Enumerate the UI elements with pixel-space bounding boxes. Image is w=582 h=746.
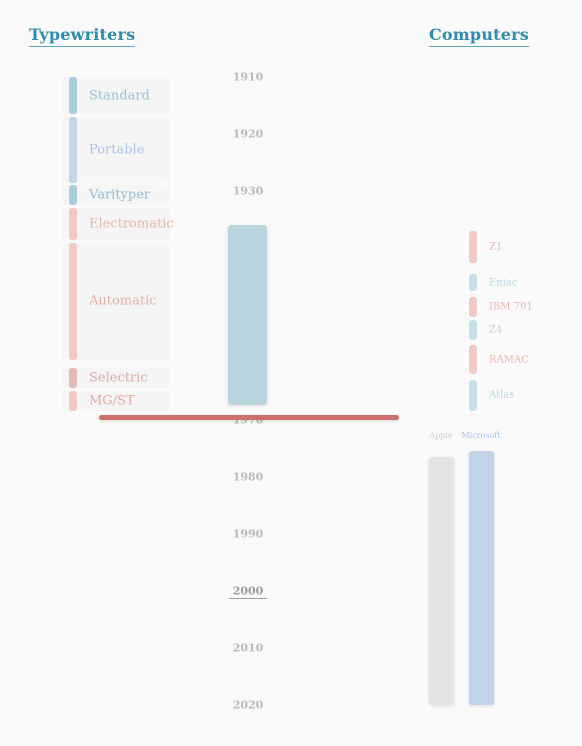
typewriter-bar-automatic[interactable] (69, 242, 77, 360)
computer-label-atlas[interactable]: Atlas (489, 389, 515, 401)
current-year-underline (229, 597, 267, 599)
computer-bar-ibm-701[interactable] (469, 296, 477, 317)
typewriters-heading[interactable]: Typewriters (29, 25, 136, 47)
company-bar-microsoft[interactable] (469, 450, 494, 705)
typewriter-bar-portable[interactable] (69, 116, 77, 183)
year-label-1990: 1990 (232, 527, 264, 541)
today-marker-line[interactable] (99, 414, 399, 420)
typewriter-label-portable[interactable]: Portable (89, 142, 145, 158)
year-label-1920: 1920 (232, 127, 264, 141)
computer-bar-eniac[interactable] (469, 273, 477, 292)
year-label-2000: 2000 (232, 584, 264, 598)
company-label-apple[interactable]: Apple (429, 431, 453, 440)
lifespan-bar (228, 225, 267, 406)
typewriter-label-varityper[interactable]: Varityper (89, 187, 151, 203)
typewriter-label-standard[interactable]: Standard (89, 88, 150, 104)
company-label-microsoft[interactable]: Microsoft (461, 431, 501, 440)
typewriter-bar-electromatic[interactable] (69, 208, 77, 240)
typewriter-bar-mg-st[interactable] (69, 390, 77, 411)
year-label-2020: 2020 (232, 698, 264, 712)
year-label-1910: 1910 (232, 70, 264, 84)
computer-bar-z4[interactable] (469, 319, 477, 340)
computer-bar-ramac[interactable] (469, 345, 477, 374)
typewriter-bar-varityper[interactable] (69, 185, 77, 206)
computers-heading[interactable]: Computers (429, 25, 529, 47)
typewriter-label-selectric[interactable]: Selectric (89, 370, 148, 386)
typewriter-label-automatic[interactable]: Automatic (89, 293, 157, 309)
computer-label-ibm-701[interactable]: IBM 701 (489, 301, 533, 313)
computer-label-z1[interactable]: Z1 (489, 241, 503, 253)
computer-bar-z1[interactable] (469, 231, 477, 263)
computer-label-ramac[interactable]: RAMAC (489, 354, 529, 366)
year-label-2010: 2010 (232, 641, 264, 655)
typewriter-bar-selectric[interactable] (69, 368, 77, 389)
year-label-1930: 1930 (232, 184, 264, 198)
computer-bar-atlas[interactable] (469, 379, 477, 411)
typewriter-label-electromatic[interactable]: Electromatic (89, 216, 174, 232)
computer-label-z4[interactable]: Z4 (489, 324, 503, 336)
year-label-1980: 1980 (232, 470, 264, 484)
company-bar-apple[interactable] (429, 456, 454, 705)
typewriter-bar-standard[interactable] (69, 77, 77, 115)
computer-label-eniac[interactable]: Eniac (489, 277, 518, 289)
typewriter-label-mg-st[interactable]: MG/ST (89, 393, 135, 409)
